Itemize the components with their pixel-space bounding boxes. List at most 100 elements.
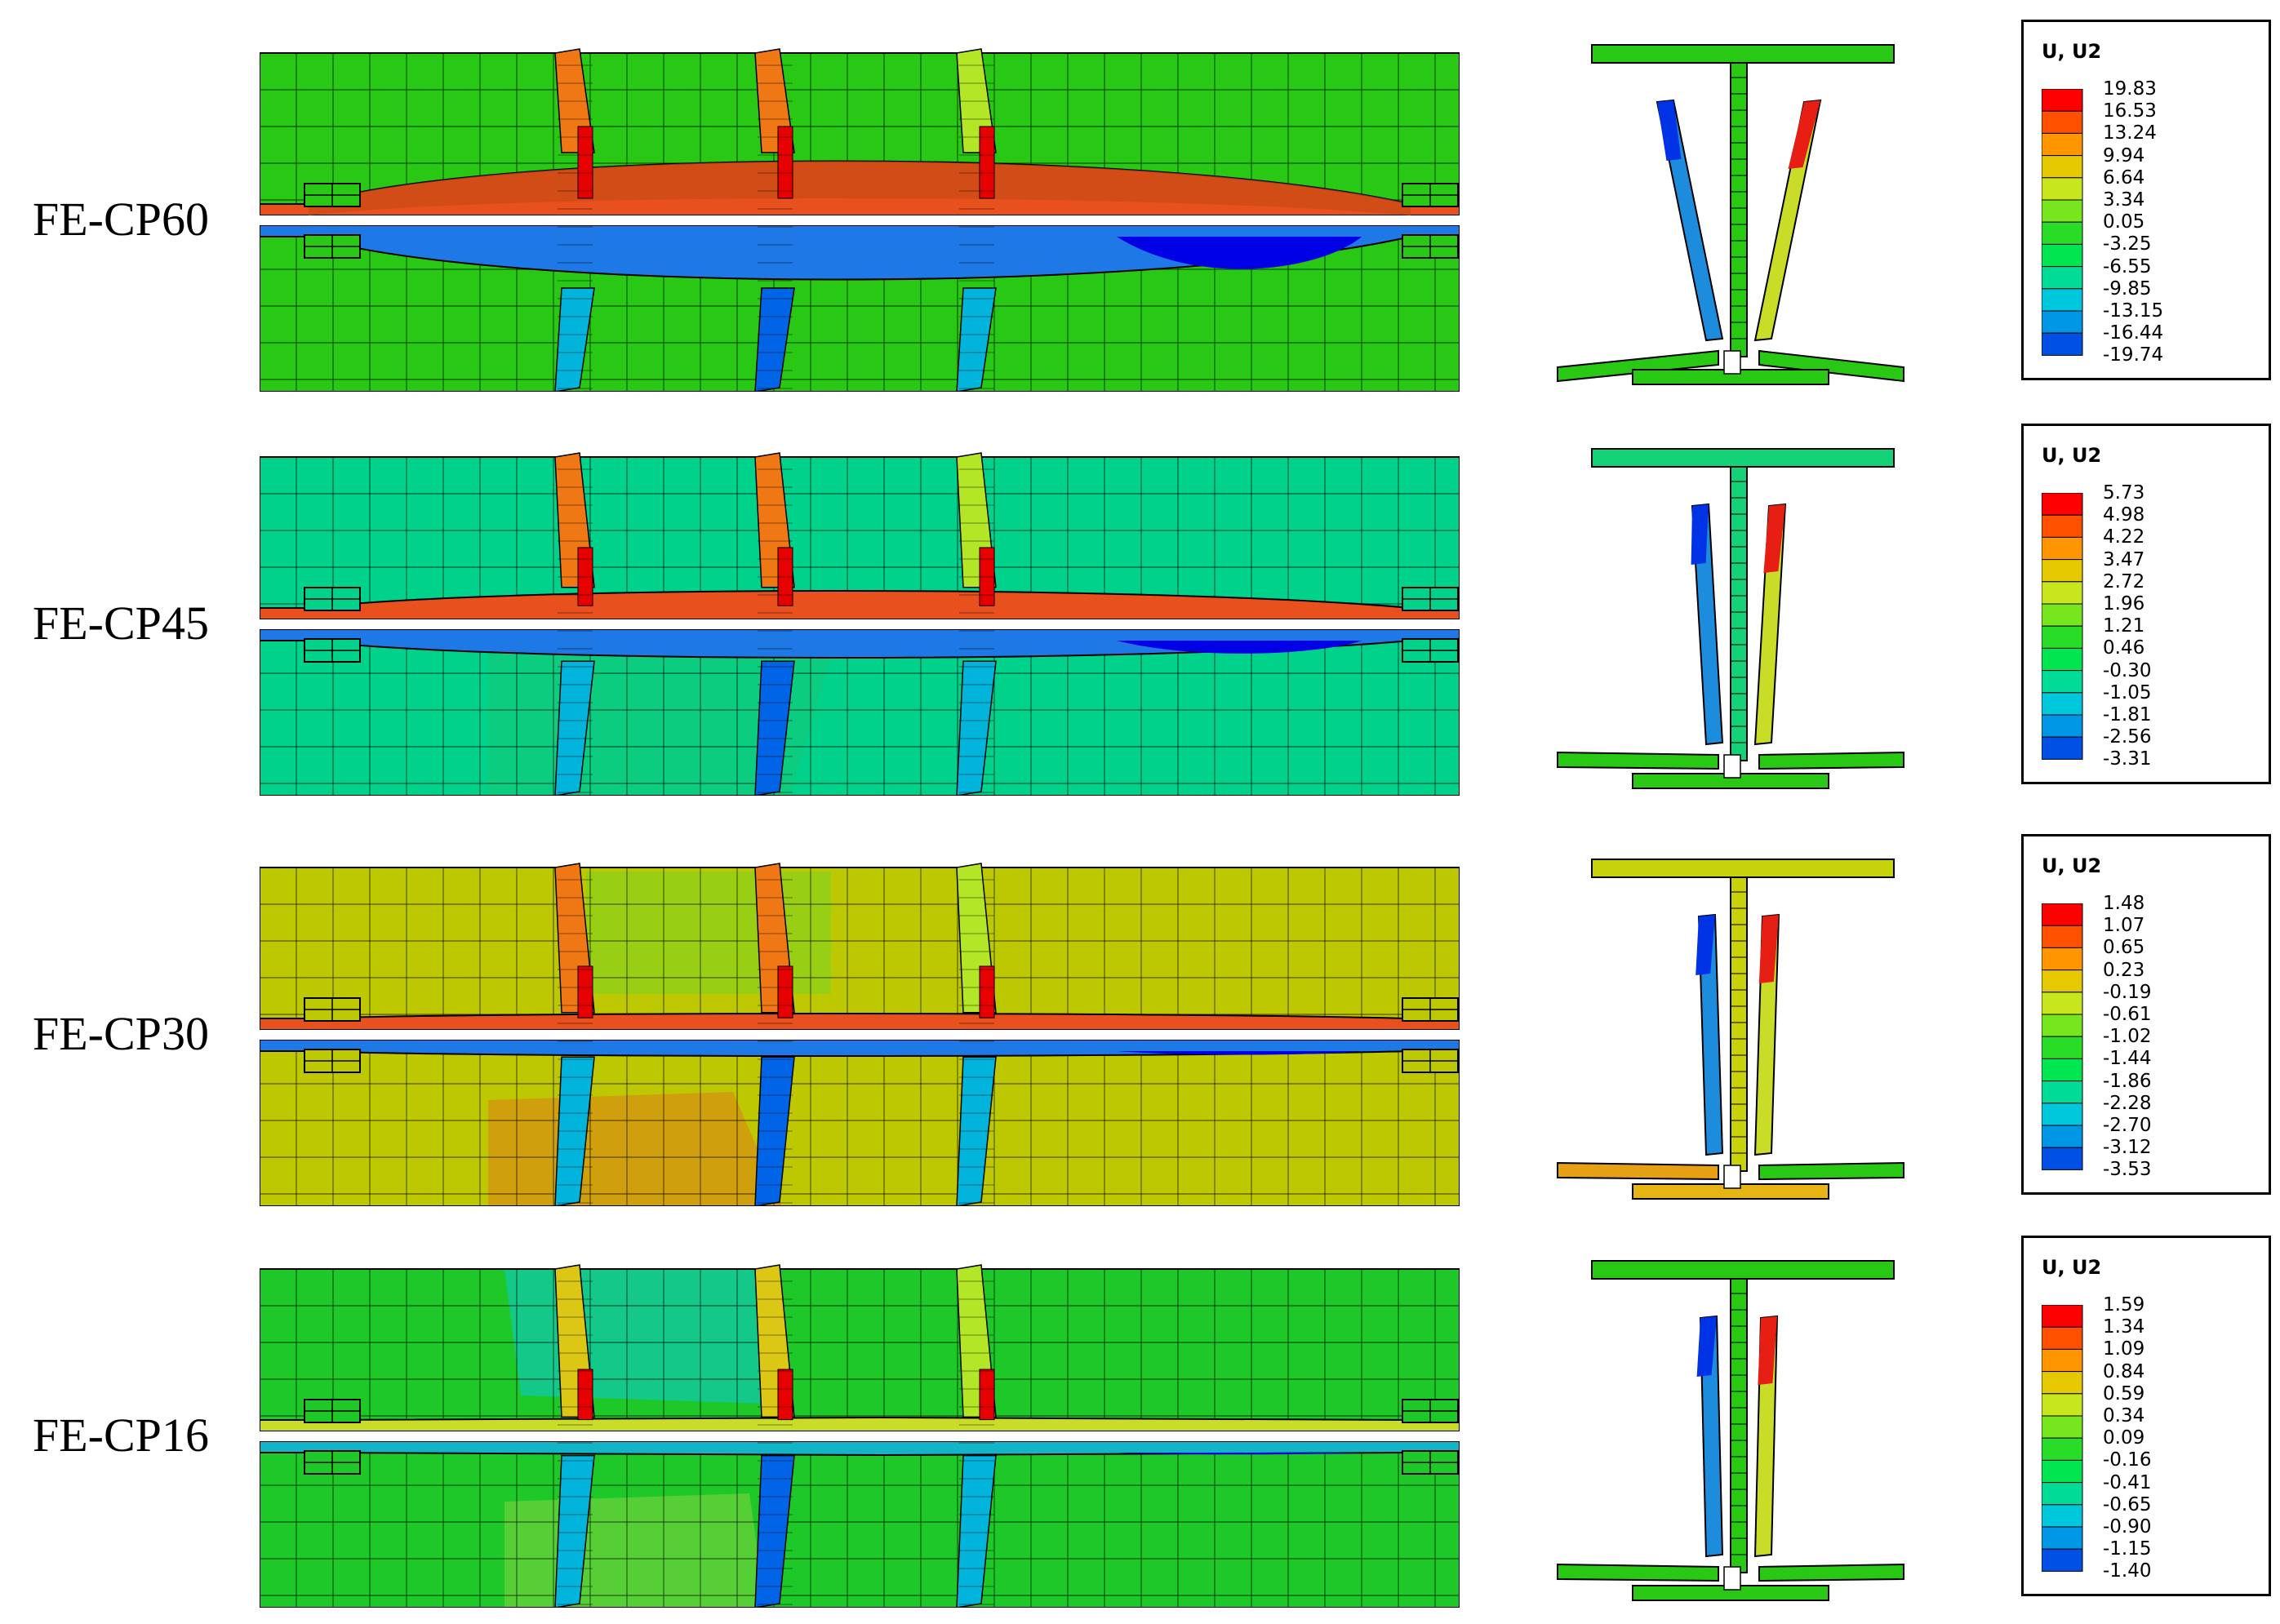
web-stiffener [554,1454,595,1608]
color-bar-segment [2042,1147,2083,1170]
top-flange [1591,448,1895,468]
legend-value: -3.12 [2103,1137,2152,1159]
model-label: FE-CP45 [33,597,209,650]
web-stiffener [956,1056,997,1206]
color-bar-segment [2042,1526,2083,1550]
color-bar-segment [2042,110,2083,134]
legend-value: 3.47 [2103,548,2145,570]
legend-value: 0.09 [2103,1427,2145,1449]
bottom-flange-left [1557,751,1719,770]
color-bar-segment [2042,603,2083,627]
cross-section-view [1557,859,1904,1200]
legend-title: U, U2 [2042,444,2102,467]
color-bar-segment [2042,1326,2083,1350]
bottom-flange-right [1758,1563,1904,1582]
legend-value: 1.34 [2103,1316,2145,1338]
top-flange [1591,44,1895,64]
fe-mesh-view [260,863,1460,1206]
color-bar-segment [2042,1125,2083,1148]
color-bar-segment [2042,992,2083,1015]
legend-value: -0.41 [2103,1471,2152,1493]
legend-title: U, U2 [2042,854,2102,877]
legend-value: -1.86 [2103,1070,2152,1092]
color-bar-segment [2042,243,2083,268]
legend-value: 1.59 [2103,1294,2145,1316]
color-bar-segment [2042,692,2083,716]
top-cover-plate [260,590,1460,620]
legend-value: 0.59 [2103,1382,2145,1404]
color-bar-segment [2042,493,2083,516]
legend-value: -1.02 [2103,1026,2152,1048]
top-flange [1591,1260,1895,1280]
cross-section-view [1557,448,1904,789]
legend-value: 13.24 [2103,122,2157,144]
bottom-flange-surface [260,637,1460,796]
legend-value: -9.85 [2103,277,2152,300]
top-flange-surface [260,457,1460,612]
legend-value: 0.65 [2103,937,2145,959]
top-flange [1591,859,1895,878]
bottom-flange-right [1758,751,1904,770]
legend-value: -0.16 [2103,1449,2152,1471]
legend-value: -1.40 [2103,1560,2152,1582]
color-bar [2042,89,2083,356]
color-bar [2042,1305,2083,1572]
legend-value: -2.56 [2103,726,2152,748]
color-bar-segment [2042,647,2083,672]
legend-value: 1.96 [2103,593,2145,615]
web-stiffener [754,1056,795,1206]
fe-mesh-view [260,1264,1460,1608]
bottom-flange-right [1758,349,1904,383]
web-stiffener [554,1056,595,1206]
color-bar-segment [2042,310,2083,334]
legend-value: 3.34 [2103,189,2145,211]
legend-value: -6.55 [2103,255,2152,277]
web-stiffener [554,287,595,392]
bottom-flange-right [1758,1161,1904,1181]
top-flange-surface [260,867,1460,1023]
contour-legend: U, U2 5.73 4.98 4.22 3.47 2.72 1.96 1.21 0.46 -0.… [2021,424,2271,784]
color-bar-segment [2042,736,2083,760]
left-cover-plate [1691,503,1724,746]
left-cover-plate [1656,99,1724,342]
color-bar-segment [2042,89,2083,112]
color-bar-segment [2042,221,2083,245]
color-bar-segment [2042,925,2083,948]
legend-value: -0.61 [2103,1004,2152,1025]
color-bar-segment [2042,1504,2083,1528]
legend-value: -19.74 [2103,344,2164,366]
model-label: FE-CP60 [33,193,209,246]
legend-value: -1.15 [2103,1538,2152,1560]
color-bar-segment [2042,903,2083,926]
color-bar-segment [2042,559,2083,583]
web-stiffener [956,660,997,796]
contour-legend: U, U2 1.59 1.34 1.09 0.84 0.59 0.34 0.09 -0.16 -0… [2021,1236,2271,1596]
color-bar-segment [2042,1036,2083,1059]
color-bar [2042,493,2083,760]
web-stiffener [956,287,997,392]
color-bar-segment [2042,1348,2083,1373]
legend-value: -3.53 [2103,1159,2152,1181]
color-bar [2042,903,2083,1170]
left-cover-plate [1697,913,1724,1156]
legend-value: -1.44 [2103,1048,2152,1070]
color-bar-segment [2042,332,2083,356]
legend-value: -1.05 [2103,681,2152,703]
web-stiffener [754,287,795,392]
color-bar-segment [2042,1305,2083,1328]
color-bar-segment [2042,670,2083,694]
color-bar-segment [2042,714,2083,738]
web-stiffener [554,660,595,796]
legend-value: 1.48 [2103,893,2145,914]
color-bar-segment [2042,155,2083,179]
legend-value: 0.84 [2103,1360,2145,1382]
web [1730,1278,1748,1573]
color-bar-segment [2042,1014,2083,1037]
legend-value: -1.81 [2103,704,2152,725]
legend-value: 6.64 [2103,166,2145,189]
legend-value: -0.19 [2103,981,2152,1003]
web [1730,466,1748,761]
web-stiffener [956,1454,997,1608]
legend-value: 1.21 [2103,615,2145,637]
legend-value: 16.53 [2103,100,2157,122]
